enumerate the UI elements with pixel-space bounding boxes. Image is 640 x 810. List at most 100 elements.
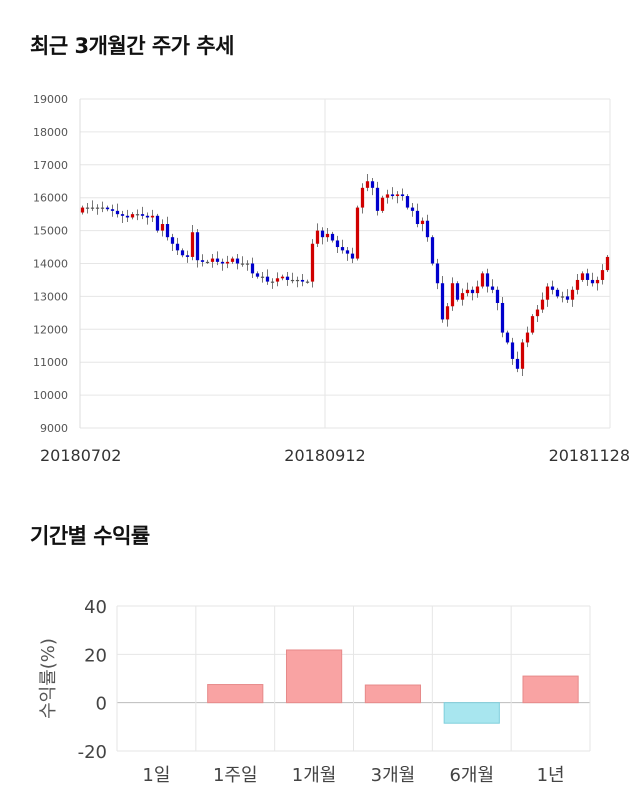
price-ytick-label: 16000	[33, 192, 68, 205]
candle-body	[240, 263, 245, 265]
candle-body	[200, 260, 205, 262]
candle-body	[480, 273, 485, 287]
candle-body	[290, 279, 295, 282]
candle-body	[470, 289, 475, 294]
candle-body	[320, 230, 325, 238]
candle-body	[430, 237, 435, 264]
candle-body	[450, 283, 455, 307]
candle-body	[80, 207, 85, 213]
price-ytick-label: 14000	[33, 258, 68, 271]
candle-body	[395, 194, 400, 197]
candle-body	[220, 261, 225, 264]
candle-body	[165, 224, 170, 238]
price-ytick-label: 10000	[33, 389, 68, 402]
candle-body	[490, 286, 495, 290]
candle-body	[420, 220, 425, 225]
candle-body	[335, 240, 340, 248]
candle-body	[565, 296, 570, 300]
candle-body	[160, 224, 165, 231]
returns-xtick-label: 1개월	[292, 765, 337, 786]
candle-body	[400, 194, 405, 197]
candle-body	[100, 207, 105, 209]
returns-ytick-label: 0	[96, 694, 107, 715]
candle-body	[515, 358, 520, 369]
returns-title: 기간별 수익률	[30, 524, 150, 548]
candle-body	[195, 232, 200, 261]
candle-body	[495, 289, 500, 303]
returns-bar	[285, 649, 343, 704]
price-ytick-label: 15000	[33, 225, 68, 238]
returns-ytick-label: 20	[84, 645, 107, 666]
candle-body	[145, 215, 150, 218]
returns-xtick-label: 1년	[537, 765, 565, 786]
candle-body	[500, 302, 505, 333]
candle-body	[180, 250, 185, 256]
candle-body	[175, 243, 180, 251]
candle-body	[435, 263, 440, 284]
candle-body	[575, 279, 580, 290]
price-xtick-label: 20180912	[284, 446, 365, 465]
candle-body	[605, 256, 610, 271]
candle-body	[600, 270, 605, 280]
price-ytick-label: 9000	[40, 422, 68, 435]
candle-body	[350, 253, 355, 259]
candle-body	[185, 255, 190, 257]
candle-body	[295, 279, 300, 282]
candle-body	[485, 273, 490, 287]
returns-bar	[207, 684, 264, 704]
candle-body	[255, 273, 260, 277]
candle-body	[440, 283, 445, 320]
candle-body	[545, 286, 550, 300]
price-ytick-label: 12000	[33, 323, 68, 336]
candle-body	[305, 281, 310, 283]
returns-bar	[443, 702, 500, 724]
candle-body	[95, 207, 100, 209]
candle-body	[375, 187, 380, 211]
candle-body	[590, 279, 595, 284]
candle-body	[365, 181, 370, 188]
candle-body	[265, 276, 270, 282]
candle-body	[120, 214, 125, 216]
candle-body	[110, 209, 115, 211]
candle-body	[85, 207, 90, 209]
candle-body	[270, 281, 275, 283]
candle-body	[550, 286, 555, 290]
candle-body	[510, 342, 515, 359]
candle-body	[475, 286, 480, 294]
candle-body	[135, 214, 140, 216]
candle-body	[125, 215, 130, 218]
price-ytick-label: 17000	[33, 159, 68, 172]
candle-body	[210, 258, 215, 262]
candle-body	[205, 261, 210, 264]
candle-body	[465, 289, 470, 294]
candle-body	[455, 283, 460, 300]
candle-body	[190, 232, 195, 257]
candle-body	[445, 306, 450, 320]
candle-body	[275, 278, 280, 282]
candle-body	[385, 194, 390, 198]
candle-body	[250, 263, 255, 274]
returns-ylabel: 수익률(%)	[38, 638, 59, 719]
returns-xtick-label: 3개월	[371, 765, 416, 786]
price-ytick-label: 18000	[33, 126, 68, 139]
candle-body	[415, 210, 420, 225]
price-xtick-label: 20180702	[40, 446, 121, 465]
candle-body	[105, 207, 110, 210]
candle-body	[570, 289, 575, 300]
returns-xtick-label: 1일	[142, 765, 170, 786]
candle-body	[390, 194, 395, 197]
candle-body	[540, 299, 545, 310]
candle-body	[280, 276, 285, 279]
candle-body	[380, 197, 385, 211]
price-ytick-label: 11000	[33, 356, 68, 369]
candle-body	[325, 233, 330, 238]
price-trend-title: 최근 3개월간 주가 추세	[30, 34, 234, 58]
candle-body	[225, 261, 230, 264]
candle-body	[560, 296, 565, 298]
candle-body	[245, 263, 250, 265]
candle-body	[345, 250, 350, 254]
candle-body	[525, 332, 530, 343]
candle-body	[530, 316, 535, 333]
candle-body	[90, 207, 95, 209]
